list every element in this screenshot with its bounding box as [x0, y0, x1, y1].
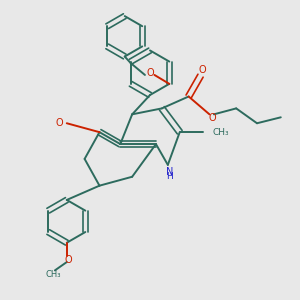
Text: CH₃: CH₃: [46, 270, 61, 279]
Text: O: O: [198, 65, 206, 75]
Text: O: O: [208, 113, 216, 123]
Text: N: N: [166, 167, 173, 177]
Text: CH₃: CH₃: [212, 128, 229, 137]
Text: O: O: [146, 68, 154, 79]
Text: O: O: [56, 118, 63, 128]
Text: H: H: [166, 172, 173, 181]
Text: O: O: [64, 255, 72, 265]
